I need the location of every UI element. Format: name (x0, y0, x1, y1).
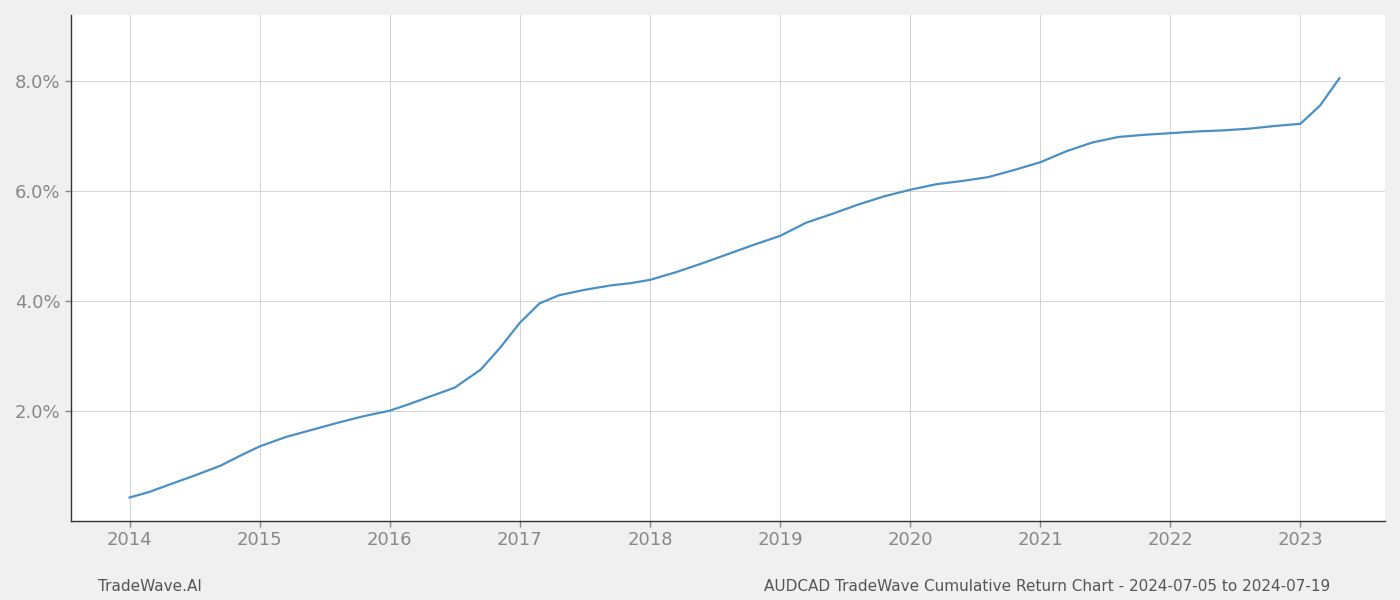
Text: AUDCAD TradeWave Cumulative Return Chart - 2024-07-05 to 2024-07-19: AUDCAD TradeWave Cumulative Return Chart… (764, 579, 1330, 594)
Text: TradeWave.AI: TradeWave.AI (98, 579, 202, 594)
